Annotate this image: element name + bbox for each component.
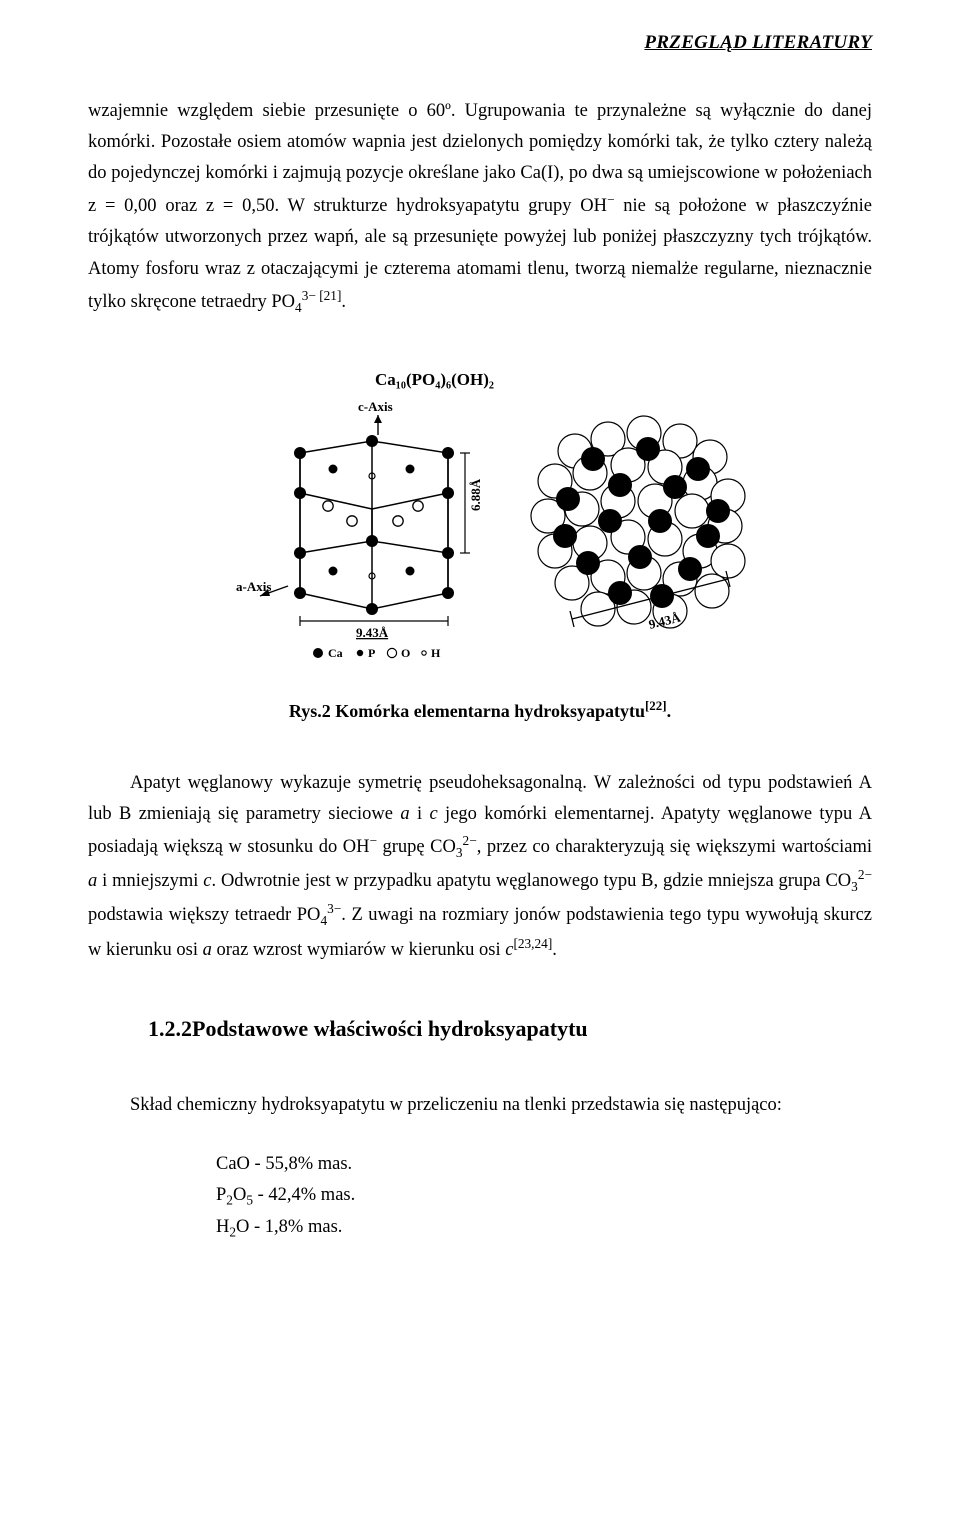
figure-dim-h: 6.88Å — [468, 478, 483, 511]
p2-text-a2: i — [410, 804, 430, 824]
p2-text-c: , przez co charakteryzują się większymi … — [477, 837, 872, 857]
svg-text:O: O — [401, 646, 410, 660]
p3-text-a: Skład chemiczny hydroksyapatytu w przeli… — [88, 1090, 872, 1121]
p1-sub-4: 4 — [295, 299, 302, 314]
p2-sup-2minus-a: 2− — [463, 833, 477, 848]
p2-sup-minus1: − — [369, 833, 377, 848]
p2-text-e2: oraz wzrost wymiarów w kierunku osi — [212, 940, 505, 960]
unit-cell-atoms — [294, 435, 454, 615]
p2-text-c3: . Odwrotnie jest w przypadku apatytu węg… — [211, 871, 851, 891]
p2-sup-2minus-b: 2− — [858, 867, 872, 882]
p1-period: . — [341, 292, 346, 312]
chem-line-1: CaO - 55,8% mas. — [216, 1149, 872, 1180]
figure-caxis-label: c-Axis — [358, 399, 393, 414]
p1-ref: [21] — [319, 288, 341, 303]
figure-caption: Rys.2 Komórka elementarna hydroksyapatyt… — [88, 698, 872, 722]
p1-sup-3minus: 3− — [302, 288, 320, 303]
p2-italic-a2: a — [88, 871, 97, 891]
space-filling-cluster — [531, 416, 745, 628]
header-title: PRZEGLĄD LITERATURY — [644, 32, 872, 53]
unit-cell-wireframe — [300, 441, 448, 609]
caption-suffix: . — [667, 701, 672, 721]
svg-text:P: P — [368, 646, 375, 660]
figure-svg: Ca₁₀(PO₄)₆(OH)₂ c-Axis — [200, 361, 760, 671]
section-heading-text: 1.2.2Podstawowe właściwości hydroksyapat… — [148, 1016, 588, 1041]
p2-period: . — [552, 940, 557, 960]
paragraph-1: wzajemnie względem siebie przesunięte o … — [88, 96, 872, 319]
chemical-composition-list: CaO - 55,8% mas. P2O5 - 42,4% mas. H2O -… — [216, 1149, 872, 1244]
p2-sub-3a: 3 — [456, 845, 463, 860]
paragraph-3: Skład chemiczny hydroksyapatytu w przeli… — [88, 1090, 872, 1121]
svg-text:H: H — [431, 646, 441, 660]
figure-dim-cells: 9.43Å — [647, 609, 682, 631]
p2-text-b: grupę CO — [377, 837, 456, 857]
caption-ref: [22] — [645, 698, 667, 713]
figure-formula: Ca₁₀(PO₄)₆(OH)₂ — [375, 370, 494, 389]
p2-sub-3b: 3 — [851, 879, 858, 894]
p2-ref: [23,24] — [513, 936, 552, 951]
p2-sup-3minus: 3− — [327, 901, 341, 916]
p2-text-c2: i mniejszymi — [97, 871, 203, 891]
p2-italic-a1: a — [400, 804, 409, 824]
page-header: PRZEGLĄD LITERATURY — [88, 32, 872, 54]
p2-italic-a3: a — [203, 940, 212, 960]
p2-wrapper: Apatyt węglanowy wykazuje symetrię pseud… — [88, 768, 872, 966]
figure-legend: Ca P O H — [313, 646, 441, 660]
caption-prefix: Rys.2 Komórka elementarna hydroksyapatyt… — [289, 701, 645, 721]
p2-text-d: podstawia większy tetraedr PO — [88, 906, 320, 926]
chem-line-2: P2O5 - 42,4% mas. — [216, 1180, 872, 1212]
p2-italic-c1: c — [429, 804, 437, 824]
svg-text:Ca: Ca — [328, 646, 343, 660]
figure-dim-w: 9.43Å — [356, 625, 389, 640]
chem-line-3: H2O - 1,8% mas. — [216, 1212, 872, 1244]
paragraph-2: Apatyt węglanowy wykazuje symetrię pseud… — [88, 768, 872, 966]
section-heading: 1.2.2Podstawowe właściwości hydroksyapat… — [148, 1016, 872, 1042]
figure-container: Ca₁₀(PO₄)₆(OH)₂ c-Axis — [88, 361, 872, 676]
